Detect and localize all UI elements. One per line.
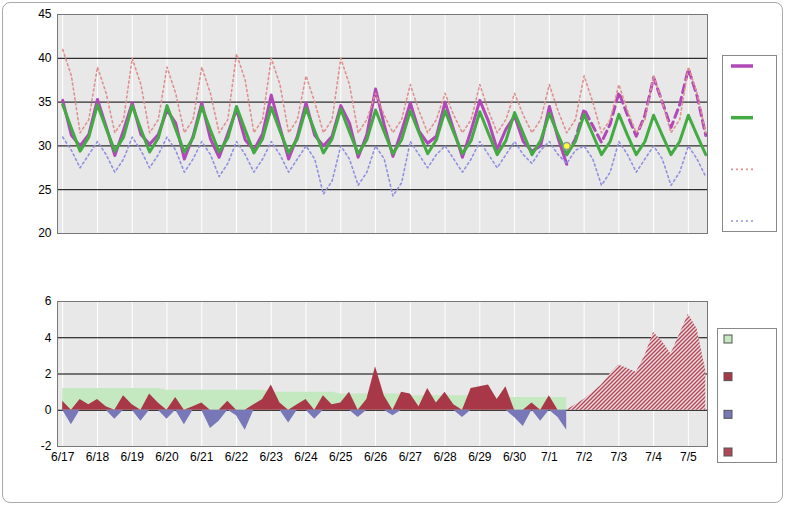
svg-text:2: 2 (45, 367, 52, 381)
svg-text:30: 30 (38, 139, 52, 153)
svg-text:6/17: 6/17 (51, 450, 75, 464)
svg-text:6/30: 6/30 (503, 450, 527, 464)
svg-text:-2: -2 (40, 439, 52, 454)
svg-text:40: 40 (38, 51, 52, 65)
svg-text:6/20: 6/20 (155, 450, 179, 464)
svg-text:7/2: 7/2 (576, 450, 593, 464)
svg-text:6/28: 6/28 (433, 450, 457, 464)
svg-text:7/4: 7/4 (645, 450, 662, 464)
svg-text:6: 6 (45, 294, 52, 308)
svg-text:4: 4 (45, 331, 52, 345)
svg-text:0: 0 (45, 403, 52, 417)
svg-text:6/21: 6/21 (190, 450, 214, 464)
svg-text:6/29: 6/29 (468, 450, 492, 464)
svg-text:6/23: 6/23 (260, 450, 284, 464)
svg-text:25: 25 (38, 183, 52, 197)
svg-text:6/24: 6/24 (294, 450, 318, 464)
svg-text:6/19: 6/19 (121, 450, 145, 464)
svg-text:6/25: 6/25 (329, 450, 353, 464)
svg-text:35: 35 (38, 95, 52, 109)
svg-text:45: 45 (38, 7, 52, 21)
svg-text:6/22: 6/22 (225, 450, 249, 464)
svg-text:6/27: 6/27 (399, 450, 423, 464)
svg-text:20: 20 (38, 226, 52, 240)
svg-text:7/3: 7/3 (611, 450, 628, 464)
svg-text:7/1: 7/1 (541, 450, 558, 464)
svg-text:6/26: 6/26 (364, 450, 388, 464)
svg-text:6/18: 6/18 (86, 450, 110, 464)
svg-text:7/5: 7/5 (680, 450, 697, 464)
